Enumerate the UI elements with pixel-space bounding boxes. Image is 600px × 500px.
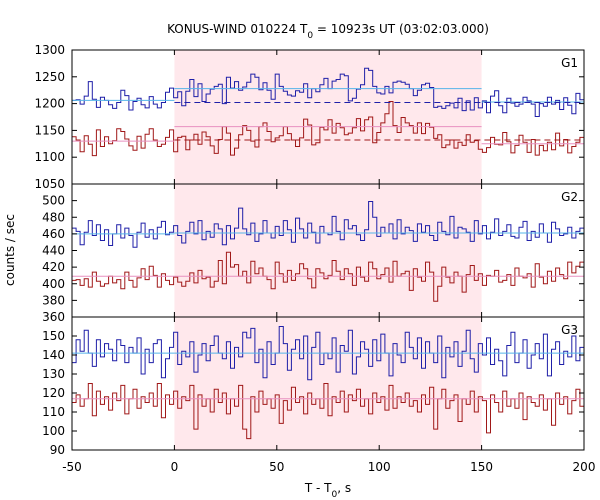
y-tick-label: 420 — [42, 260, 65, 274]
panel-label: G1 — [561, 56, 578, 70]
series-upper-G2 — [72, 201, 584, 248]
y-tick-label: 480 — [42, 210, 65, 224]
y-tick-label: 500 — [42, 194, 65, 208]
series-upper-G3 — [72, 326, 584, 381]
y-tick-label: 400 — [42, 277, 65, 291]
panel-frame-G3 — [71, 316, 585, 451]
x-tick-label: 0 — [171, 460, 179, 474]
highlight-interval-G1 — [174, 50, 482, 184]
y-tick-label: 1050 — [34, 177, 65, 191]
y-tick-label: 130 — [42, 367, 65, 381]
y-tick-label: 1300 — [34, 43, 65, 57]
y-tick-label: 1150 — [34, 123, 65, 137]
x-tick-label: -50 — [62, 460, 82, 474]
x-axis-label: T - T0, s — [304, 481, 351, 500]
x-tick-label: 50 — [269, 460, 284, 474]
x-tick-label: 200 — [573, 460, 596, 474]
y-tick-label: 110 — [42, 405, 65, 419]
y-tick-label: 440 — [42, 244, 65, 258]
y-axis-label: counts / sec — [3, 214, 17, 286]
y-tick-label: 120 — [42, 386, 65, 400]
y-tick-label: 360 — [42, 310, 65, 324]
y-tick-label: 380 — [42, 293, 65, 307]
series-lower-G2 — [72, 251, 584, 302]
series-lower-G3 — [72, 383, 584, 440]
y-tick-label: 90 — [50, 443, 65, 457]
y-tick-label: 1250 — [34, 70, 65, 84]
plot-area: 105011001150120012501300G136038040042044… — [34, 43, 595, 474]
y-tick-label: 100 — [42, 424, 65, 438]
y-tick-label: 460 — [42, 227, 65, 241]
chart-title: KONUS-WIND 010224 T0 = 10923s UT (03:02:… — [167, 22, 489, 41]
highlight-interval-G2 — [174, 184, 482, 317]
panel-label: G3 — [561, 323, 578, 337]
panel-label: G2 — [561, 190, 578, 204]
series-upper-G1 — [72, 67, 584, 117]
series-lower-G1 — [72, 101, 584, 157]
y-tick-label: 150 — [42, 329, 65, 343]
y-tick-label: 1100 — [34, 150, 65, 164]
x-tick-label: 150 — [470, 460, 493, 474]
x-tick-label: 100 — [368, 460, 391, 474]
y-tick-label: 140 — [42, 348, 65, 362]
y-tick-label: 1200 — [34, 97, 65, 111]
